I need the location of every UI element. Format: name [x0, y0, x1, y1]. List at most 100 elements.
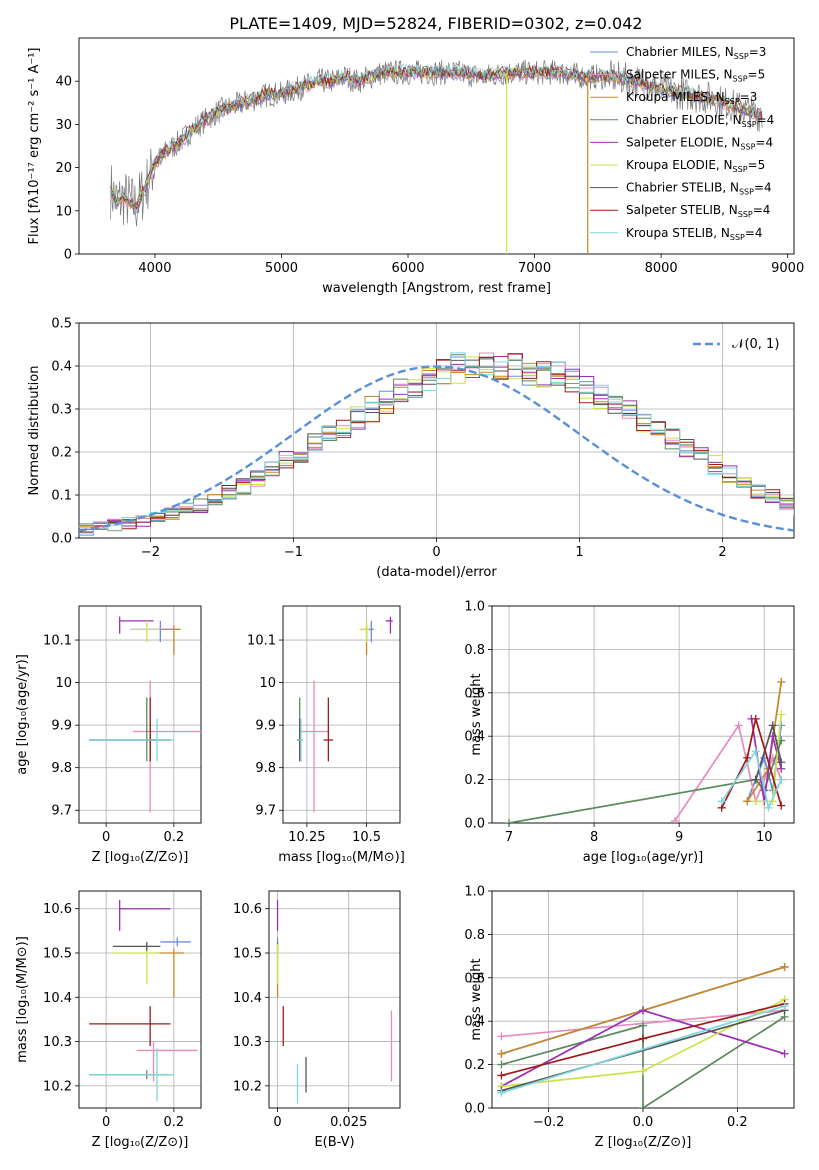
mass-vs-ebv-points — [276, 899, 393, 1104]
y-tick-label: 0.8 — [464, 643, 485, 658]
weight-marker — [670, 816, 679, 823]
x-tick-label: 9000 — [771, 261, 804, 276]
y-tick-label: 9.7 — [51, 804, 72, 819]
weight-marker — [751, 797, 760, 806]
weight-marker — [497, 1032, 506, 1041]
x-axis-label: Z [log₁₀(Z/Z⊙)] — [595, 1135, 692, 1150]
y-tick-label: 0.2 — [51, 446, 72, 461]
model-spectrum — [110, 64, 763, 210]
x-tick-label: 9 — [675, 830, 683, 845]
age-vs-z-axes: 0 0.2 9.7 9.8 9.9 10 10.1 Z [log₁₀(Z/Z⊙)] age [l… — [15, 605, 202, 865]
y-tick-label: 1.0 — [464, 885, 485, 900]
weight-marker — [497, 1088, 506, 1097]
x-tick-label: −1 — [284, 545, 303, 560]
residual-histogram — [79, 352, 794, 534]
x-tick-label: 4000 — [138, 261, 171, 276]
legend-entry: Kroupa STELIB, NSSP=4 — [626, 226, 763, 242]
weight-marker — [639, 1067, 647, 1076]
mass-vs-z-axes: 0 0.2 10.2 10.3 10.4 10.5 10.6 Z [log₁₀(Z/Z⊙)] m… — [15, 890, 202, 1150]
y-axis-label: Flux [fλ10⁻¹⁷ erg cm⁻² s⁻¹ A⁻¹] — [27, 48, 42, 245]
y-tick-label: 10.4 — [43, 991, 72, 1006]
x-tick-label: 10.5 — [352, 830, 381, 845]
x-tick-label: 0 — [102, 830, 110, 845]
axes-frame — [78, 37, 795, 255]
y-tick-label: 9.9 — [51, 719, 72, 734]
legend-entry: Kroupa ELODIE, NSSP=5 — [626, 158, 765, 174]
x-tick-label: 0.025 — [330, 1115, 367, 1130]
residual-hist-axes: −2 −1 0 1 2 0.0 0.1 0.2 0.3 0.4 0.5 (data-model)/er… — [27, 317, 795, 580]
spectrum-axes: 4000 5000 6000 7000 8000 9000 0 10 20 30 40 wavelen… — [27, 37, 804, 296]
y-tick-label: 40 — [55, 75, 72, 90]
x-tick-label: 0.2 — [727, 1115, 748, 1130]
x-tick-label: 7 — [505, 830, 513, 845]
y-tick-label: 10.3 — [233, 1035, 262, 1050]
x-tick-label: 8 — [590, 830, 598, 845]
legend-entry: Salpeter MILES, NSSP=5 — [626, 68, 765, 84]
y-tick-label: 0.3 — [51, 403, 72, 418]
weight-line — [720, 749, 782, 811]
y-tick-label: 0.6 — [464, 971, 485, 986]
legend-entry: 𝒩(0, 1) — [732, 337, 779, 352]
y-tick-label: 10.2 — [233, 1079, 262, 1094]
y-tick-label: 0.4 — [464, 730, 485, 745]
weight-marker — [497, 1049, 506, 1058]
mass-vs-z-points — [89, 899, 198, 1102]
y-tick-label: 30 — [55, 118, 72, 133]
y-tick-label: 0.0 — [51, 532, 72, 547]
y-axis-label: age [log₁₀(age/yr)] — [15, 654, 30, 775]
y-tick-label: 10.1 — [247, 634, 276, 649]
weight-marker — [751, 775, 760, 784]
x-tick-label: 1 — [575, 545, 583, 560]
weight-marker — [764, 803, 773, 812]
data-spectrum — [110, 59, 763, 227]
y-tick-label: 0.8 — [464, 928, 485, 943]
x-tick-label: 0 — [273, 1115, 281, 1130]
weight-marker — [639, 1006, 647, 1015]
axes-frame — [268, 890, 401, 1109]
x-axis-label: mass [log₁₀(M/M⊙)] — [278, 850, 405, 865]
y-tick-label: 10.6 — [43, 902, 72, 917]
y-tick-label: 0.5 — [51, 317, 72, 332]
x-tick-label: 5000 — [265, 261, 298, 276]
weight-marker — [777, 775, 786, 784]
axes-frame — [78, 322, 795, 539]
histogram-steps — [79, 352, 794, 536]
mass-weight-vs-age-lines — [505, 677, 786, 823]
y-tick-label: 0.1 — [51, 489, 72, 504]
axes-frame — [78, 605, 202, 824]
residual-histogram — [79, 353, 794, 533]
spectrum-legend: Chabrier MILES, NSSP=3 Salpeter MILES, NS… — [590, 45, 774, 242]
y-tick-label: 0.4 — [51, 360, 72, 375]
x-tick-label: 10.25 — [288, 830, 325, 845]
age-vs-mass-points — [297, 616, 393, 813]
figure-title: PLATE=1409, MJD=52824, FIBERID=0302, z=0… — [229, 14, 642, 33]
x-tick-label: 0.2 — [164, 830, 185, 845]
axes-frame — [282, 605, 401, 824]
weight-marker — [780, 1002, 789, 1011]
x-tick-label: 0 — [102, 1115, 110, 1130]
weight-marker — [497, 1071, 506, 1080]
weight-marker — [780, 1049, 789, 1058]
y-tick-label: 10 — [55, 676, 72, 691]
axes-frame — [491, 605, 795, 824]
y-axis-label: Normed distribution — [27, 366, 42, 496]
mass-weight-vs-z-lines — [497, 962, 789, 1108]
x-tick-label: 0.2 — [164, 1115, 185, 1130]
y-tick-label: 9.7 — [255, 804, 276, 819]
mass-weight-vs-z-axes: −0.2 0.0 0.2 0.0 0.2 0.4 0.6 0.8 1.0 Z [log₁₀(Z/Z… — [464, 885, 795, 1150]
residual-histogram — [79, 353, 794, 532]
y-tick-label: 20 — [55, 161, 72, 176]
y-axis-label: mass [log₁₀(M/M⊙)] — [15, 936, 30, 1063]
y-tick-label: 10.5 — [43, 947, 72, 962]
age-vs-mass-axes: 10.25 10.5 9.7 9.8 9.9 10 10.1 mass [log₁₀(M/M⊙… — [247, 605, 405, 865]
spectrum-lines — [110, 59, 763, 254]
weight-marker — [777, 710, 786, 719]
normal-curve — [79, 365, 794, 532]
x-axis-label: E(B-V) — [314, 1135, 354, 1150]
y-axis-label: mass weight — [469, 673, 484, 755]
weight-line — [501, 1005, 785, 1094]
x-tick-label: −2 — [141, 545, 160, 560]
y-tick-label: 0.2 — [464, 773, 485, 788]
y-tick-label: 0.4 — [464, 1015, 485, 1030]
